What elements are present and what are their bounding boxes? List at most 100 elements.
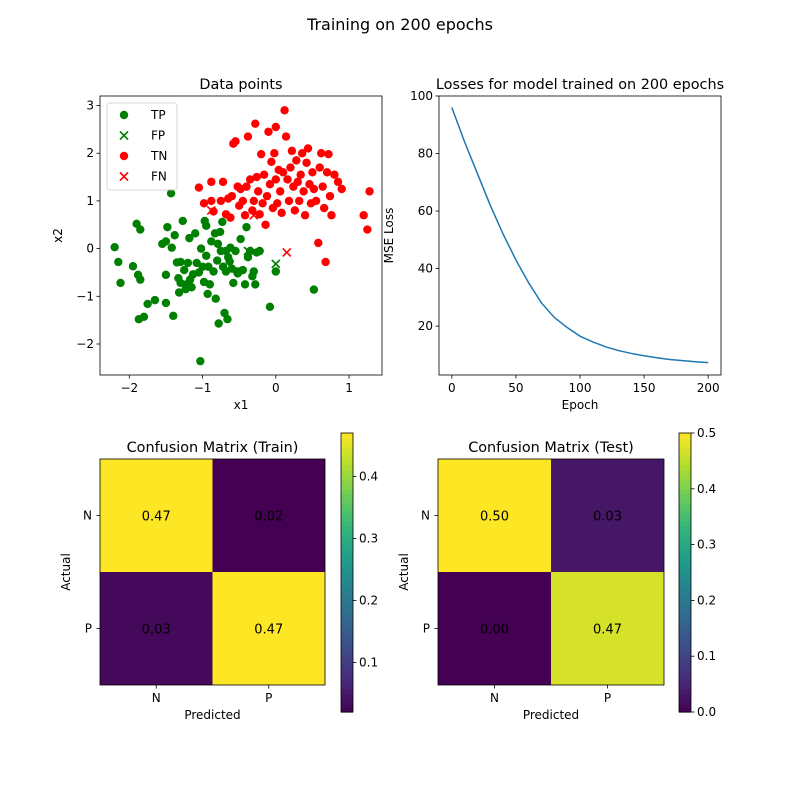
scatter-point-tn (275, 187, 285, 196)
cm-test-colorbar-band (679, 642, 691, 648)
scatter-point-tn (258, 199, 267, 208)
scatter-point-tp (271, 267, 280, 276)
legend-marker-tp (119, 110, 129, 120)
cm-train-colorbar-band (341, 684, 353, 690)
scatter-point-tn (262, 191, 272, 201)
cm-test-colorbar-band (679, 586, 691, 592)
scatter-point-tp (136, 225, 145, 234)
cm-train-title: Confusion Matrix (Train) (127, 440, 299, 456)
cm-train-cell-value: 0.02 (254, 510, 283, 525)
scatter-point-tp (167, 243, 176, 252)
legend-label-fn: FN (151, 170, 167, 184)
scatter-point-tn (242, 182, 251, 191)
scatter-point-tn (337, 184, 346, 194)
cm-train-colorbar-band (341, 567, 353, 574)
cm-train-colorbar-band (341, 628, 353, 634)
cm-test-colorbar-band (679, 460, 691, 467)
scatter-ytick-label: 2 (86, 146, 94, 160)
cm-train-colorbar-band (341, 512, 353, 518)
scatter-xtick-label: 1 (345, 381, 353, 395)
cm-test-colorbar-band (679, 502, 691, 508)
scatter-point-tp (251, 280, 260, 289)
scatter-point-tn (264, 127, 273, 136)
scatter-point-tn (252, 172, 261, 182)
cm-test-colorbar-band (679, 674, 691, 681)
cm-test-colorbar-tick-label: 0.1 (697, 649, 716, 663)
cm-train-cell (100, 459, 213, 572)
cm-train-colorbar-band (341, 470, 353, 476)
scatter-point-tn (319, 203, 329, 213)
loss-curve (451, 107, 709, 364)
cm-test-frame (437, 458, 665, 686)
cm-test-colorbar-band (679, 656, 691, 662)
scatter-point-tp (196, 244, 206, 253)
cm-train-colorbar-band (341, 702, 353, 708)
cm-test-colorbar-tick-label: 0.4 (697, 482, 716, 496)
cm-test-colorbar-band (679, 707, 691, 713)
cm-train-colorbar-band (341, 577, 353, 583)
cm-test-colorbar-band (679, 456, 691, 462)
cm-test-colorbar-band (679, 484, 691, 490)
scatter-point-tn (207, 177, 216, 187)
scatter-point-tn (216, 196, 226, 206)
scatter-point-tp (136, 275, 145, 284)
cm-train-colorbar-tick-label: 0.4 (359, 469, 378, 483)
loss-xtick-label: 50 (508, 381, 523, 395)
cm-test-colorbar: 0.0 0.1 0.2 0.3 0.4 0.5 (678, 426, 716, 719)
legend-label-tn: TN (150, 149, 167, 163)
cm-test-colorbar-band (679, 465, 691, 471)
scatter-point-fn (249, 210, 259, 220)
cm-test-colorbar-band (679, 451, 691, 457)
legend-label-fp: FP (151, 129, 165, 143)
cm-test-ytick-label: P (423, 622, 430, 636)
scatter-point-tp (150, 295, 160, 305)
cm-train-colorbar-band (341, 456, 353, 462)
scatter-point-tp (238, 265, 248, 275)
scatter-point-tp (166, 189, 176, 198)
cm-test-colorbar-band (679, 660, 691, 667)
scatter-xtick-label: −2 (120, 381, 138, 395)
cm-test-colorbar-band (679, 544, 691, 550)
scatter-point-fn (282, 247, 292, 257)
cm-train-frame (99, 458, 326, 686)
cm-train-colorbar-band (341, 660, 353, 667)
scatter-point-tn (271, 122, 280, 132)
cm-train-colorbar-band (341, 498, 353, 504)
cm-train-colorbar-band (341, 637, 353, 643)
scatter-point-tp (116, 278, 125, 288)
cm-test-colorbar-band (679, 632, 691, 639)
scatter-xtick-label: −1 (194, 381, 212, 395)
cm-test-colorbar-band (679, 446, 691, 453)
scatter-point-tp (191, 229, 200, 238)
scatter-point-tn (277, 208, 286, 218)
cm-train-cell-value: 0.47 (142, 510, 171, 525)
legend-label-tp: TP (150, 108, 166, 122)
cm-train-colorbar-band (341, 535, 353, 541)
scatter-point-tp (212, 256, 222, 265)
cm-test-colorbar-band (679, 516, 691, 522)
scatter-point-tn (226, 213, 235, 222)
cm-train-colorbar-band (341, 474, 353, 481)
cm-train-colorbar-band (341, 619, 353, 625)
scatter-point-tp (223, 315, 232, 324)
cm-test-colorbar-band (679, 591, 691, 597)
cm-test-colorbar-band (679, 684, 691, 690)
cm-test-colorbar-band (679, 688, 691, 694)
scatter-point-tn (363, 225, 372, 234)
scatter-point-tn (231, 137, 240, 146)
scatter-point-fn (206, 205, 216, 216)
loss-xtick-label: 100 (569, 381, 592, 395)
scatter-point-tp (265, 302, 275, 311)
cm-train-colorbar-band (341, 572, 353, 578)
cm-train-colorbar-band (341, 539, 353, 546)
cm-test-axes: 0.50 0.03 0.00 0.47 N P N P Confusion Matrix (Te… (397, 426, 716, 722)
loss-ytick-label: 80 (418, 147, 433, 161)
scatter-point-tp (185, 233, 194, 243)
cm-test-colorbar-tick-label: 0.2 (697, 593, 716, 607)
cm-test-cell-value: 0.00 (480, 623, 509, 638)
scatter-point-fp (271, 259, 281, 269)
scatter-point-tp (203, 289, 212, 299)
cm-test-colorbar-band (679, 507, 691, 513)
cm-test-colorbar-band (679, 474, 691, 481)
scatter-point-tn (292, 156, 301, 165)
